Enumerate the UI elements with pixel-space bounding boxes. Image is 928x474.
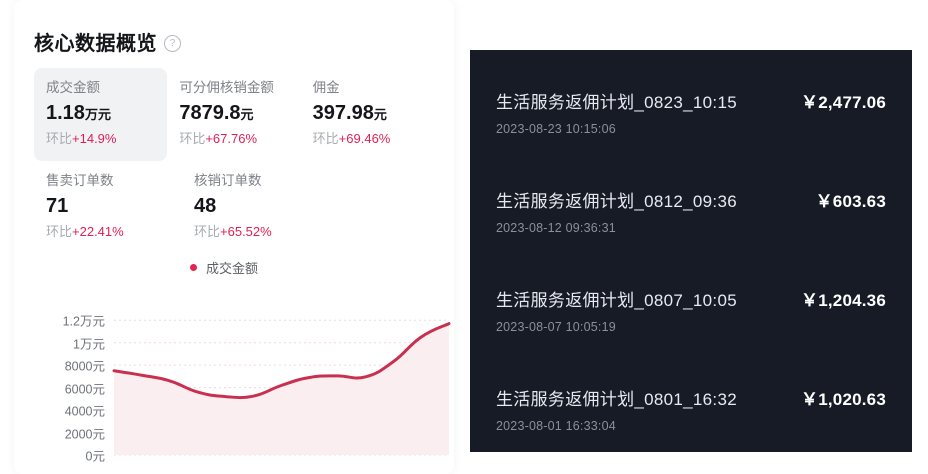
plan-name: 生活服务返佣计划_0812_09:36 (496, 192, 737, 211)
metric-value: 71 (46, 192, 170, 221)
metric-delta: 环比+65.52% (194, 222, 318, 242)
plan-list-item[interactable]: 生活服务返佣计划_0807_10:05 ￥1,204.36 2023-08-07 1… (470, 286, 912, 334)
metric-delta-prefix: 环比 (46, 131, 73, 147)
metric-card-commission[interactable]: 佣金 397.98元 环比+69.46% (301, 68, 434, 161)
metric-label: 售卖订单数 (46, 172, 114, 188)
metric-delta-prefix: 环比 (46, 224, 73, 239)
metric-delta-value: +65.52% (220, 224, 272, 239)
metric-number: 397.98 (312, 102, 374, 125)
metric-delta: 环比+69.46% (313, 129, 422, 149)
metric-delta-prefix: 环比 (312, 131, 339, 147)
chart-legend: 成交金额 (14, 258, 454, 277)
plan-timestamp: 2023-08-12 09:36:31 (496, 221, 616, 235)
plan-list-item[interactable]: 生活服务返佣计划_0823_10:15 ￥2,477.06 2023-08-23 1… (470, 88, 912, 136)
metric-delta-value: +14.9% (72, 131, 117, 147)
metric-card-commissionable-amount[interactable]: 可分佣核销金额 7879.8元 环比+67.76% (167, 68, 300, 161)
metric-value: 1.18万元 (46, 99, 155, 128)
page-title: 核心数据概览 (34, 33, 157, 55)
metric-unit: 元 (373, 107, 387, 123)
plan-name: 生活服务返佣计划_0801_16:32 (496, 390, 737, 409)
metric-delta-prefix: 环比 (179, 131, 206, 147)
y-axis-tick-label: 6000元 (64, 382, 105, 397)
legend-label: 成交金额 (205, 261, 258, 276)
metric-label: 佣金 (312, 80, 340, 95)
chart-area-fill (114, 323, 449, 455)
y-axis-tick-label: 4000元 (64, 404, 105, 419)
chart-y-axis: 1.2万元 1万元 8000元 6000元 4000元 2000元 0元 (14, 295, 105, 474)
core-data-overview-card: 核心数据概览 ? 成交金额 1.18万元 环比+14.9% 可分佣核销金额 78… (14, 0, 454, 474)
metric-value: 7879.8元 (179, 99, 288, 128)
plan-timestamp: 2023-08-23 10:15:06 (496, 122, 616, 136)
metric-delta-value: +22.41% (72, 224, 124, 239)
y-axis-tick-label: 1万元 (73, 337, 105, 352)
plan-item-header: 生活服务返佣计划_0801_16:32 ￥1,020.63 (496, 385, 886, 410)
metric-grid: 成交金额 1.18万元 环比+14.9% 可分佣核销金额 7879.8元 环比+… (34, 68, 434, 254)
y-axis-tick-label: 1.2万元 (62, 314, 105, 329)
gmv-trend-chart: 成交金额 1.2万元 1万元 8000元 6000元 4000元 2000元 0元 (14, 258, 454, 474)
metric-unit: 元 (240, 107, 254, 123)
metric-value: 48 (194, 192, 318, 221)
y-axis-tick-label: 2000元 (64, 427, 105, 442)
metric-number: 7879.8 (179, 102, 241, 125)
metric-value: 397.98元 (313, 99, 422, 128)
plan-amount: ￥603.63 (815, 192, 886, 211)
metric-label: 核销订单数 (194, 172, 262, 188)
plan-name: 生活服务返佣计划_0807_10:05 (496, 291, 737, 310)
metric-unit: 万元 (84, 107, 111, 123)
metric-label: 可分佣核销金额 (179, 80, 274, 95)
plan-name: 生活服务返佣计划_0823_10:15 (496, 93, 737, 112)
metric-delta-value: +67.76% (205, 131, 258, 147)
plan-amount: ￥2,477.06 (801, 93, 886, 112)
plan-list-item[interactable]: 生活服务返佣计划_0801_16:32 ￥1,020.63 2023-08-01 1… (470, 385, 912, 433)
metric-number: 71 (46, 195, 69, 217)
plan-timestamp: 2023-08-01 16:33:04 (496, 419, 616, 433)
metric-card-gmv[interactable]: 成交金额 1.18万元 环比+14.9% (34, 68, 168, 161)
rebate-plan-list-panel: 生活服务返佣计划_0823_10:15 ￥2,477.06 2023-08-23 1… (470, 50, 912, 452)
metric-number: 48 (194, 195, 217, 217)
chart-line (112, 322, 451, 400)
plan-amount: ￥1,020.63 (801, 390, 886, 409)
y-axis-tick-label: 0元 (85, 449, 105, 464)
plan-amount: ￥1,204.36 (801, 291, 886, 310)
metric-delta-value: +69.46% (338, 131, 391, 147)
plan-list-item[interactable]: 生活服务返佣计划_0812_09:36 ￥603.63 2023-08-12 09:… (470, 187, 912, 235)
card-header: 核心数据概览 ? (34, 27, 181, 56)
metric-label: 成交金额 (46, 80, 100, 95)
metric-row: 成交金额 1.18万元 环比+14.9% 可分佣核销金额 7879.8元 环比+… (34, 68, 434, 161)
metric-number: 1.18 (46, 102, 85, 125)
metric-delta: 环比+14.9% (46, 129, 155, 149)
chart-canvas (112, 319, 451, 456)
plan-item-header: 生活服务返佣计划_0807_10:05 ￥1,204.36 (496, 286, 886, 311)
plan-item-header: 生活服务返佣计划_0812_09:36 ￥603.63 (496, 187, 886, 212)
metric-delta-prefix: 环比 (194, 224, 221, 239)
y-axis-tick-label: 8000元 (64, 359, 105, 374)
plan-item-header: 生活服务返佣计划_0823_10:15 ￥2,477.06 (496, 88, 886, 113)
plan-timestamp: 2023-08-07 10:05:19 (496, 320, 616, 334)
metric-card-redeemed-orders[interactable]: 核销订单数 48 环比+65.52% (182, 161, 330, 254)
question-circle-icon[interactable]: ? (164, 35, 181, 52)
metric-delta: 环比+22.41% (46, 222, 170, 242)
metric-card-sold-orders[interactable]: 售卖订单数 71 环比+22.41% (34, 161, 182, 254)
metric-row: 售卖订单数 71 环比+22.41% 核销订单数 48 环比+65.52% (34, 161, 434, 254)
chart-plot-area: 1.2万元 1万元 8000元 6000元 4000元 2000元 0元 (14, 295, 454, 474)
metric-delta: 环比+67.76% (179, 129, 288, 149)
legend-dot-icon (189, 264, 197, 271)
